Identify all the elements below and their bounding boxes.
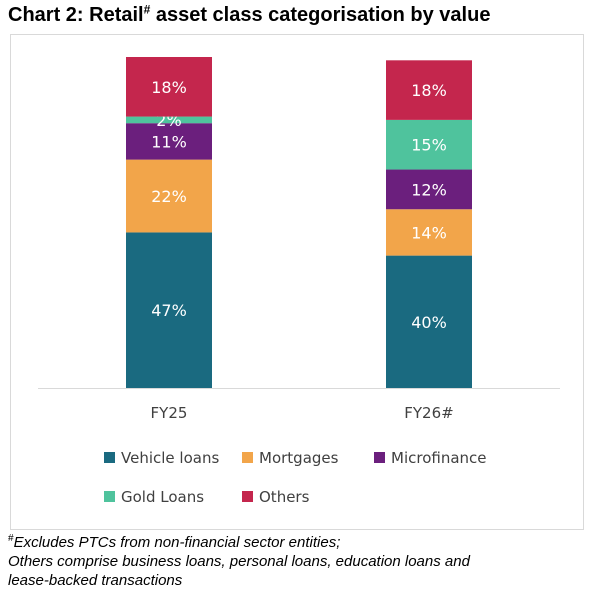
legend-label: Vehicle loans — [121, 449, 219, 467]
legend-swatch — [242, 491, 253, 502]
data-label: 18% — [411, 81, 447, 100]
data-label: 18% — [151, 78, 187, 97]
legend-swatch — [242, 452, 253, 463]
footnote-line-1-text: Excludes PTCs from non-financial sector … — [13, 534, 341, 551]
bar-segment-fy26-others — [386, 60, 472, 120]
data-label: 15% — [411, 136, 447, 155]
legend-label: Mortgages — [259, 449, 339, 467]
bar-segment-fy25-vehicle-loans — [126, 232, 212, 388]
chart-title-text: Chart 2: Retail — [8, 4, 144, 26]
bar-segment-fy25-gold-loans — [126, 116, 212, 124]
data-label: 22% — [151, 187, 187, 206]
legend-swatch — [104, 452, 115, 463]
legend-label: Gold Loans — [121, 488, 204, 506]
data-label: 47% — [151, 301, 187, 320]
legend-swatch — [104, 491, 115, 502]
bar-segment-fy26-gold-loans — [386, 119, 472, 170]
bar-segment-fy25-microfinance — [126, 123, 212, 160]
footnote-line-1: #Excludes PTCs from non-financial sector… — [8, 533, 470, 552]
chart-title: Chart 2: Retail# asset class categorisat… — [8, 2, 491, 27]
data-label: 11% — [151, 132, 187, 151]
chart-title-suffix: asset class categorisation by value — [150, 4, 491, 26]
legend-label: Others — [259, 488, 310, 506]
footnote: #Excludes PTCs from non-financial sector… — [8, 533, 470, 590]
footnote-line-3: lease-backed transactions — [8, 572, 183, 589]
x-tick-label: FY25 — [151, 404, 188, 422]
legend-label: Microfinance — [391, 449, 487, 467]
x-tick-label: FY26# — [404, 404, 453, 422]
footnote-line-2: Others comprise business loans, personal… — [8, 553, 470, 570]
bar-segment-fy26-vehicle-loans — [386, 255, 472, 388]
data-label: 40% — [411, 313, 447, 332]
footnote-marker: # — [8, 533, 14, 544]
chart-frame — [10, 34, 584, 530]
chart-title-superscript: # — [143, 2, 151, 17]
bar-segment-fy26-microfinance — [386, 169, 472, 210]
data-label: 12% — [411, 180, 447, 199]
bar-segment-fy26-mortgages — [386, 209, 472, 256]
bar-segment-fy25-others — [126, 57, 212, 117]
bar-segment-fy25-mortgages — [126, 159, 212, 233]
data-label: 14% — [411, 223, 447, 242]
legend-swatch — [374, 452, 385, 463]
